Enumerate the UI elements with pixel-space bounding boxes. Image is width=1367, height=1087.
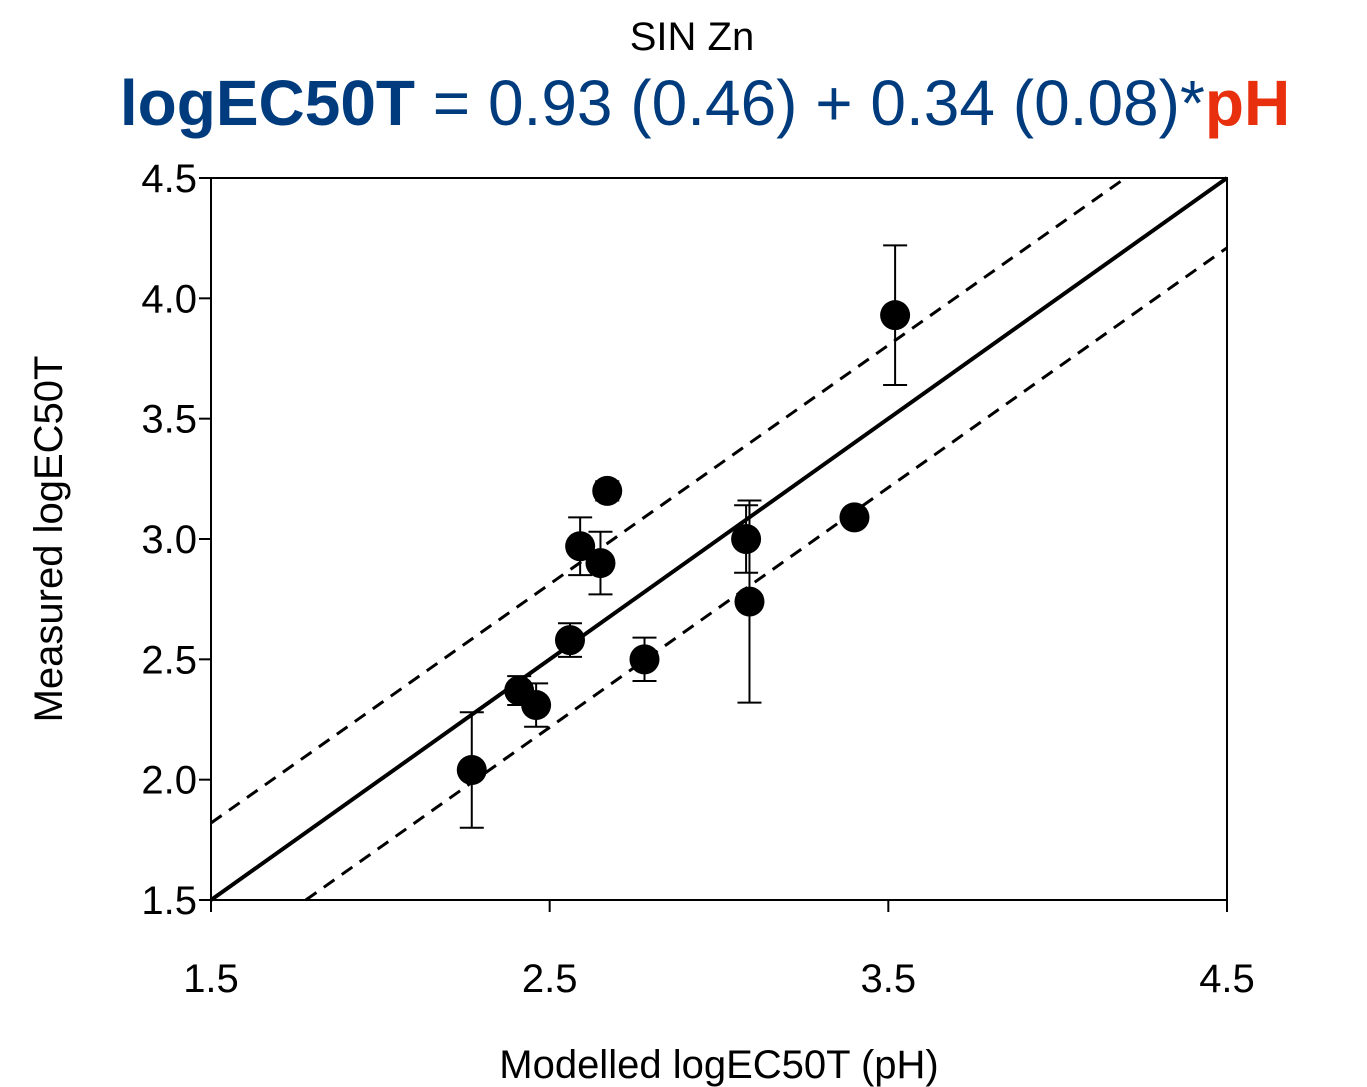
point-marker [734, 586, 765, 617]
x-axis-ticks: 1.5 2.5 3.5 4.5 [183, 900, 1255, 1001]
y-tick-label: 1.5 [141, 879, 197, 923]
point-marker [554, 625, 585, 656]
data-point [456, 711, 487, 829]
y-tick-label: 2.0 [141, 759, 197, 803]
equation-coefficients: = 0.93 (0.46) + 0.34 (0.08)* [415, 67, 1205, 139]
data-point [734, 499, 765, 704]
lower-reference-line [304, 246, 1228, 902]
reference-lines [209, 176, 1229, 902]
data-point [565, 516, 596, 577]
data-point [554, 622, 585, 658]
identity-reference-line [209, 176, 1229, 902]
data-point [731, 504, 762, 574]
equation-variable: pH [1205, 67, 1290, 139]
point-marker [731, 524, 762, 554]
point-marker [456, 755, 487, 786]
y-axis-ticks: 1.5 2.0 2.5 3.0 3.5 4.0 4.5 [141, 157, 211, 923]
y-tick-label: 2.5 [141, 638, 197, 682]
data-point [880, 244, 911, 386]
point-marker [629, 644, 660, 675]
x-tick-label: 3.5 [861, 957, 917, 1001]
x-tick-label: 1.5 [183, 957, 239, 1001]
point-marker [585, 548, 616, 579]
y-tick-label: 4.5 [141, 157, 197, 201]
upper-reference-line [210, 176, 1127, 825]
data-point [521, 682, 552, 728]
data-point [592, 475, 623, 506]
data-point [839, 502, 870, 533]
point-marker [521, 690, 552, 721]
data-points [456, 244, 911, 829]
y-tick-label: 4.0 [141, 277, 197, 321]
equation-lhs: logEC50T [120, 67, 415, 139]
data-point [585, 530, 616, 596]
y-tick-label: 3.0 [141, 518, 197, 562]
point-marker [592, 475, 623, 506]
data-point [629, 636, 660, 682]
chart-title: SIN Zn [630, 15, 754, 59]
point-marker [880, 300, 911, 331]
x-tick-label: 2.5 [522, 957, 578, 1001]
point-marker [565, 531, 596, 562]
point-marker [839, 502, 870, 533]
x-axis-label: Modelled logEC50T (pH) [499, 1043, 938, 1087]
y-axis-label: Measured logEC50T [27, 356, 71, 723]
y-tick-label: 3.5 [141, 398, 197, 442]
regression-equation: logEC50T = 0.93 (0.46) + 0.34 (0.08)*pH [120, 67, 1290, 139]
x-tick-label: 4.5 [1199, 957, 1255, 1001]
